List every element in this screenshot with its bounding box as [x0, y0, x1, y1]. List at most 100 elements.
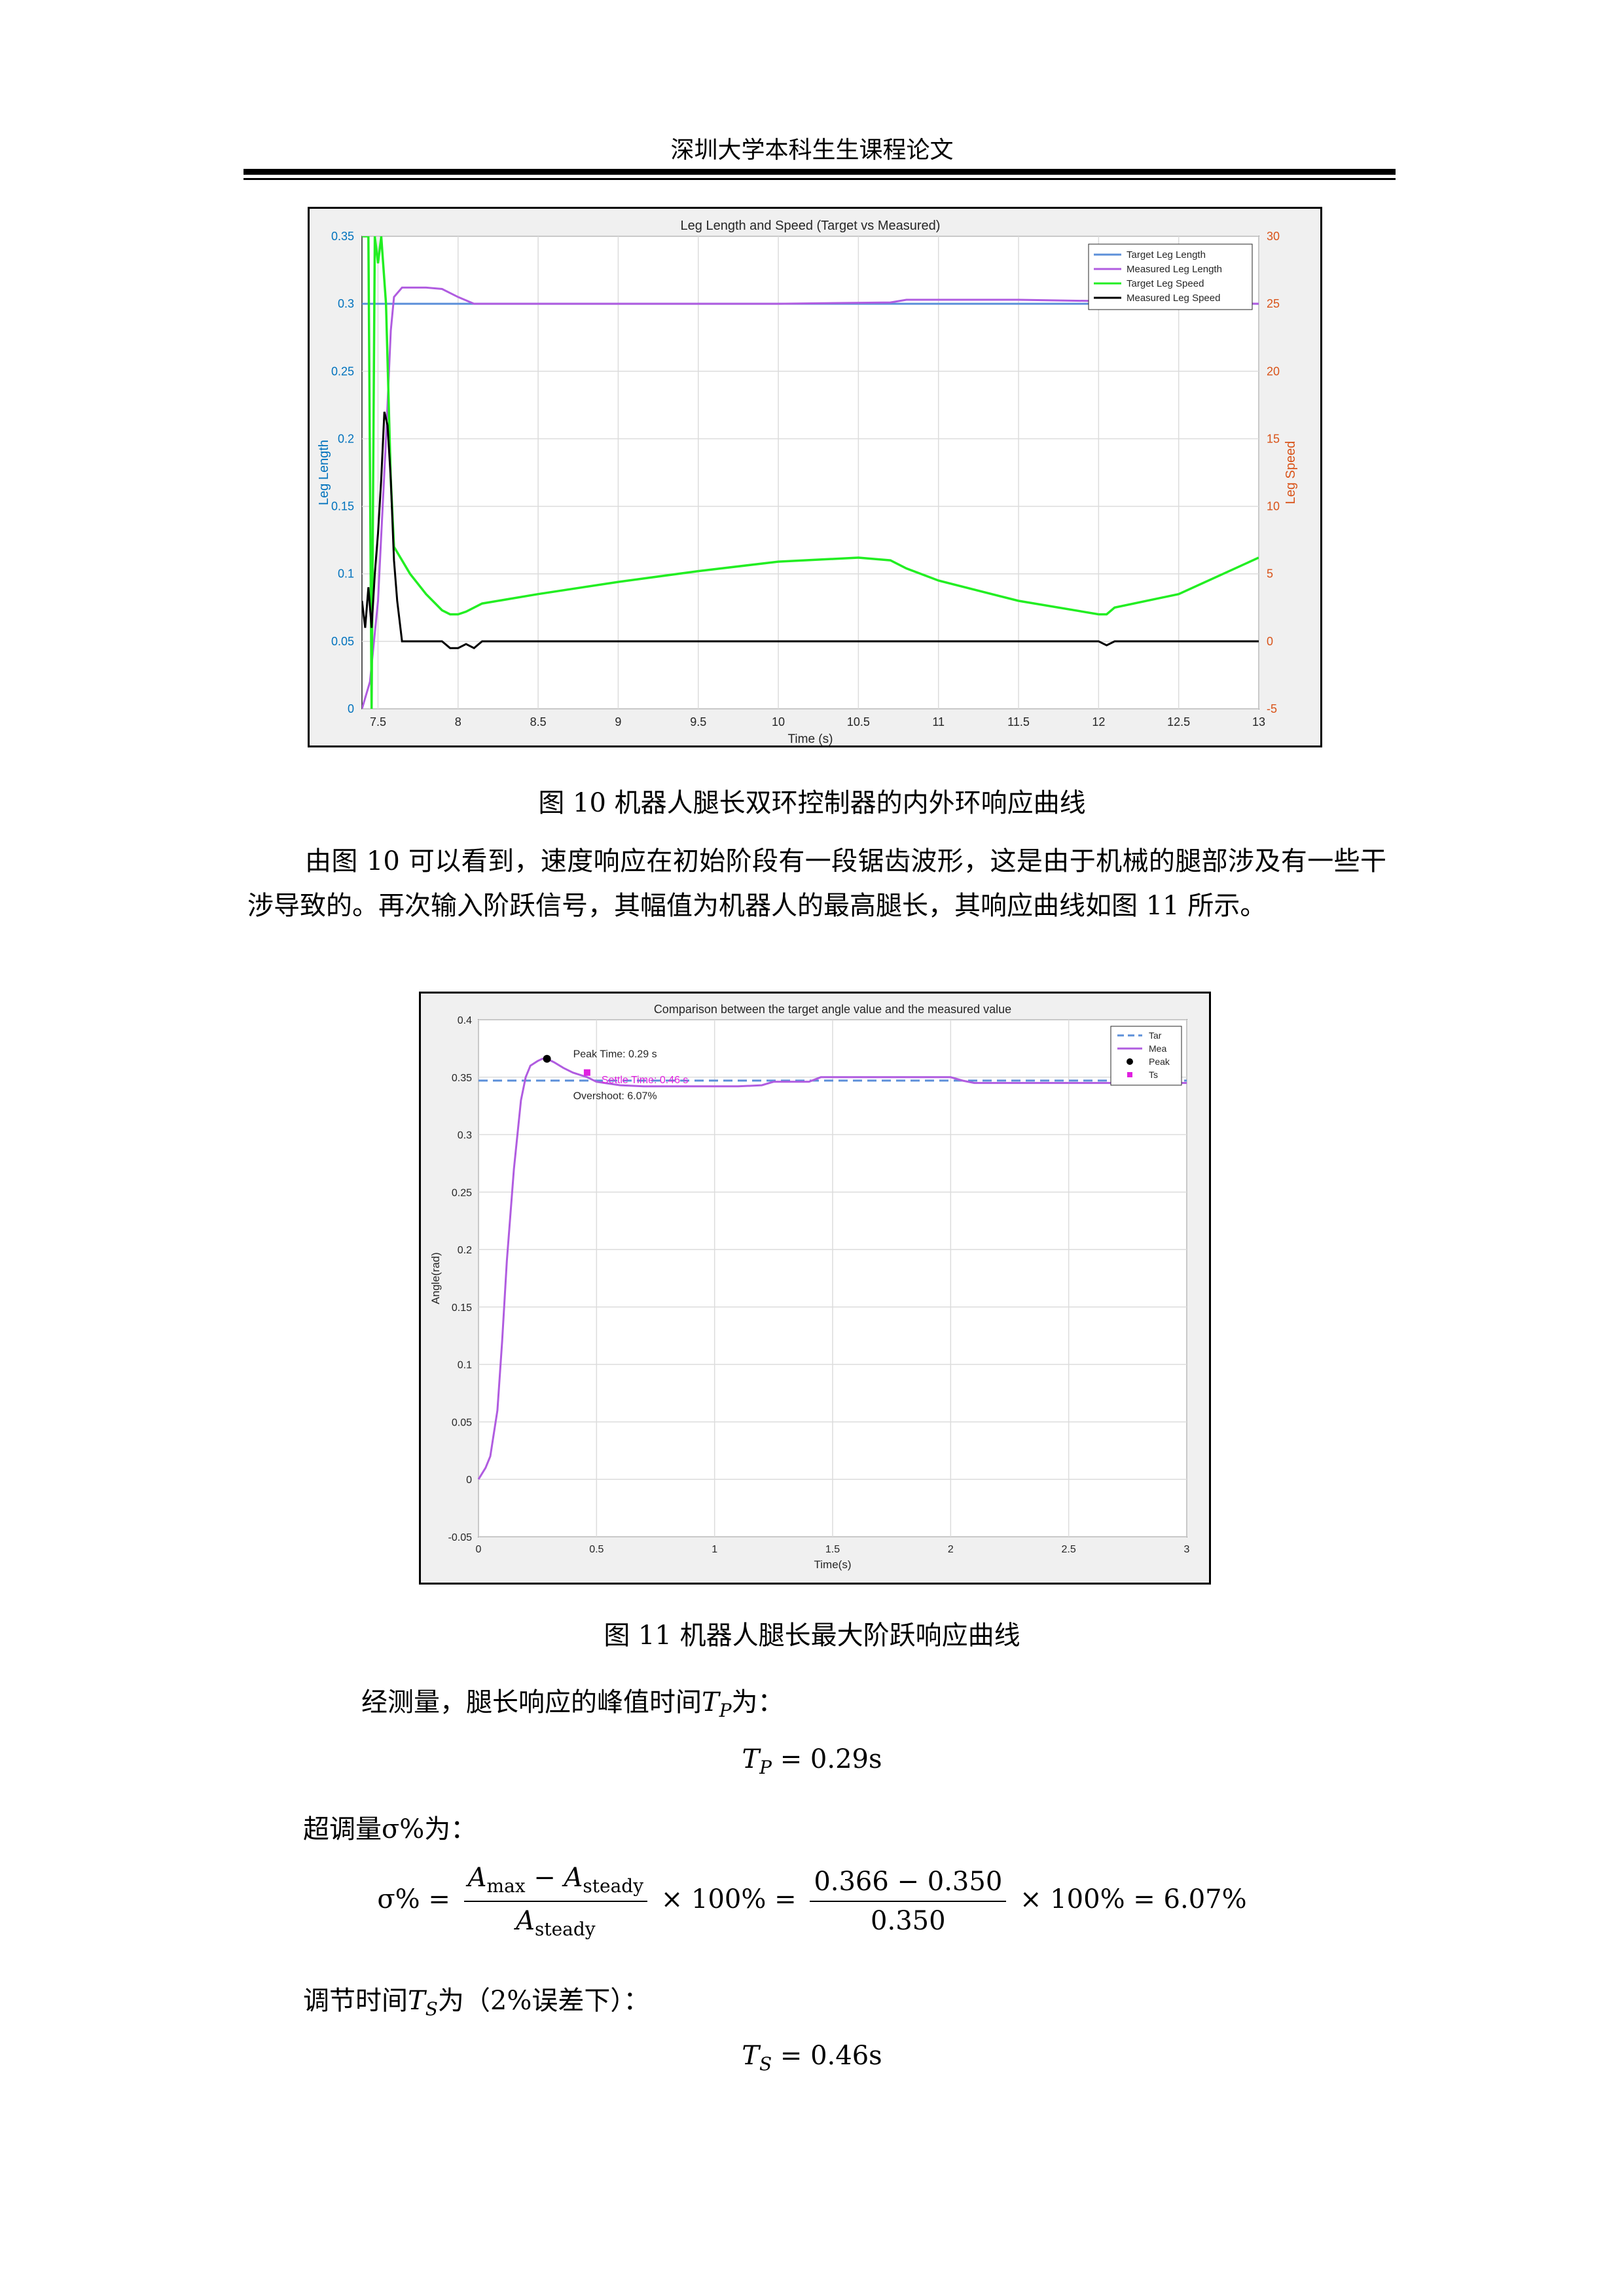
- eq2-num-a: A: [467, 1863, 487, 1893]
- header-rule-thin: [244, 178, 1396, 180]
- text4-var: T: [408, 1986, 425, 2016]
- y-tick-label: 0.15: [452, 1302, 472, 1314]
- x-tick-label: 9.5: [690, 715, 706, 728]
- y-tick-label: 0.4: [458, 1015, 472, 1026]
- eq2-fraction-2: 0.366 − 0.350 0.350: [810, 1867, 1007, 1936]
- x-tick-label: 10.5: [847, 715, 870, 728]
- y-left-tick-label: 0.1: [338, 567, 354, 581]
- x-axis-label: Time (s): [788, 732, 833, 745]
- settle-annotation: Settle Time: 0.46 s: [602, 1075, 689, 1086]
- y-tick-label: 0.2: [458, 1245, 472, 1256]
- y-tick-label: 0.25: [452, 1187, 472, 1198]
- y-left-tick-label: 0: [348, 702, 354, 715]
- y-right-tick-label: 25: [1267, 297, 1280, 310]
- y-tick-label: 0.3: [458, 1130, 472, 1141]
- eq2-den-sub: steady: [534, 1918, 596, 1940]
- peak-marker: [543, 1054, 551, 1063]
- eq3-var: T: [742, 2041, 759, 2071]
- text-overshoot-intro: 超调量σ%为：: [303, 1814, 477, 1844]
- y-left-tick-label: 0.35: [331, 230, 354, 243]
- legend-label: Ts: [1149, 1069, 1158, 1080]
- chart-title: Leg Length and Speed (Target vs Measured…: [681, 219, 941, 233]
- x-tick-label: 3: [1184, 1544, 1190, 1555]
- y-tick-label: 0: [466, 1475, 472, 1486]
- y-axis-label: Angle(rad): [429, 1252, 442, 1304]
- figure-10-caption: 图 10 机器人腿长双环控制器的内外环响应曲线: [538, 788, 1086, 818]
- legend-label: Target Leg Speed: [1127, 278, 1204, 289]
- legend-label: Peak: [1149, 1056, 1170, 1067]
- y-left-tick-label: 0.2: [338, 432, 354, 445]
- x-tick-label: 2.5: [1062, 1544, 1076, 1555]
- figure-11: 0 0.5 1 1.5 2 2.5 3 -0.05 0 0.05 0.1 0.15 0.2 0.25 0.3…: [419, 992, 1211, 1585]
- x-tick-label: 9: [615, 715, 621, 728]
- x-tick-label: 0: [476, 1544, 482, 1555]
- eq2-num-b: A: [564, 1863, 583, 1893]
- equation-overshoot: σ% = Amax − Asteady Asteady × 100% = 0.36…: [0, 1863, 1624, 1940]
- eq2-times1: × 100% =: [653, 1884, 805, 1914]
- legend-label: Mea: [1149, 1043, 1166, 1054]
- x-tick-label: 12.5: [1167, 715, 1190, 728]
- x-tick-label: 2: [948, 1544, 954, 1555]
- eq1-rhs: = 0.29s: [771, 1744, 882, 1774]
- eq2-den2: 0.350: [871, 1906, 946, 1936]
- y-right-axis-label: Leg Speed: [1284, 441, 1298, 505]
- y-tick-label: -0.05: [448, 1532, 473, 1543]
- eq2-lhs: σ% =: [377, 1884, 459, 1914]
- y-right-tick-label: 0: [1267, 635, 1273, 648]
- y-tick-label: 0.1: [458, 1360, 472, 1371]
- figure-10-chart: 7.5 8 8.5 9 9.5 10 10.5 11 11.5 12 12.5 13 0 0.05 0.1 0…: [317, 219, 1298, 745]
- eq2-den: A: [516, 1906, 535, 1936]
- paragraph-1: 由图 10 可以看到，速度响应在初始阶段有一段锯齿波形，这是由于机械的腿部涉及有…: [247, 846, 1386, 921]
- legend-swatch-ts: [1127, 1072, 1132, 1077]
- y-right-tick-label: 20: [1267, 365, 1280, 378]
- text-peak-time-intro: 经测量，腿长响应的峰值时间TP为：: [361, 1681, 784, 1721]
- y-left-axis-label: Leg Length: [317, 440, 331, 505]
- text-peak-intro: 经测量，腿长响应的峰值时间: [361, 1687, 702, 1717]
- x-tick-label: 8: [455, 715, 461, 728]
- y-left-tick-label: 0.3: [338, 297, 354, 310]
- eq2-tail: × 100% = 6.07%: [1011, 1884, 1247, 1914]
- series-line-2: [362, 236, 1259, 709]
- y-left-tick-label: 0.15: [331, 500, 354, 513]
- x-tick-label: 10: [772, 715, 785, 728]
- y-left-tick-label: 0.25: [331, 365, 354, 378]
- var-t: T: [702, 1687, 719, 1717]
- legend-label: Measured Leg Speed: [1127, 293, 1220, 304]
- equation-settling-time: TS = 0.46s: [0, 2041, 1624, 2075]
- overshoot-annotation: Overshoot: 6.07%: [573, 1091, 657, 1102]
- peak-annotation: Peak Time: 0.29 s: [573, 1049, 657, 1060]
- text4-tail: 为（2%误差下）：: [437, 1986, 650, 2016]
- eq2-num2: 0.366 − 0.350: [810, 1867, 1007, 1902]
- y-right-tick-label: 10: [1267, 500, 1280, 513]
- header-rule-thick: [244, 169, 1396, 175]
- x-tick-label: 13: [1252, 715, 1265, 728]
- y-tick-label: 0.35: [452, 1073, 472, 1084]
- x-tick-label: 1: [712, 1544, 717, 1555]
- x-tick-label: 0.5: [589, 1544, 604, 1555]
- settle-marker: [583, 1069, 590, 1076]
- text-settling-time-intro: 调节时间TS为（2%误差下）：: [303, 1979, 649, 2020]
- x-tick-label: 8.5: [530, 715, 547, 728]
- y-right-tick-label: -5: [1267, 702, 1277, 715]
- equation-peak-time: TP = 0.29s: [0, 1744, 1624, 1778]
- figure-11-chart: 0 0.5 1 1.5 2 2.5 3-0.0500.050.10.150.20.250.3…: [429, 1003, 1190, 1571]
- legend-label: Tar: [1149, 1030, 1162, 1041]
- eq2-num-op: −: [525, 1863, 564, 1893]
- eq2-num-a-sub: max: [486, 1875, 526, 1897]
- chart-title: Comparison between the target angle valu…: [654, 1003, 1011, 1016]
- y-right-tick-label: 15: [1267, 432, 1280, 445]
- eq1-var: T: [742, 1744, 760, 1774]
- x-tick-label: 11.5: [1007, 715, 1030, 728]
- figure-10: 7.5 8 8.5 9 9.5 10 10.5 11 11.5 12 12.5 13 0 0.05 0.1 0…: [308, 207, 1322, 747]
- text4-intro: 调节时间: [303, 1986, 408, 2016]
- legend-label: Measured Leg Length: [1127, 264, 1222, 275]
- x-axis-label: Time(s): [814, 1558, 852, 1571]
- x-tick-label: 11: [932, 715, 945, 728]
- eq3-sub: S: [759, 2053, 772, 2075]
- eq3-rhs: = 0.46s: [772, 2041, 882, 2071]
- var-sub-p: P: [719, 1700, 732, 1721]
- eq1-sub: P: [759, 1757, 772, 1778]
- x-tick-label: 7.5: [370, 715, 386, 728]
- y-tick-label: 0.05: [452, 1417, 472, 1428]
- text-peak-tail: 为：: [731, 1687, 784, 1717]
